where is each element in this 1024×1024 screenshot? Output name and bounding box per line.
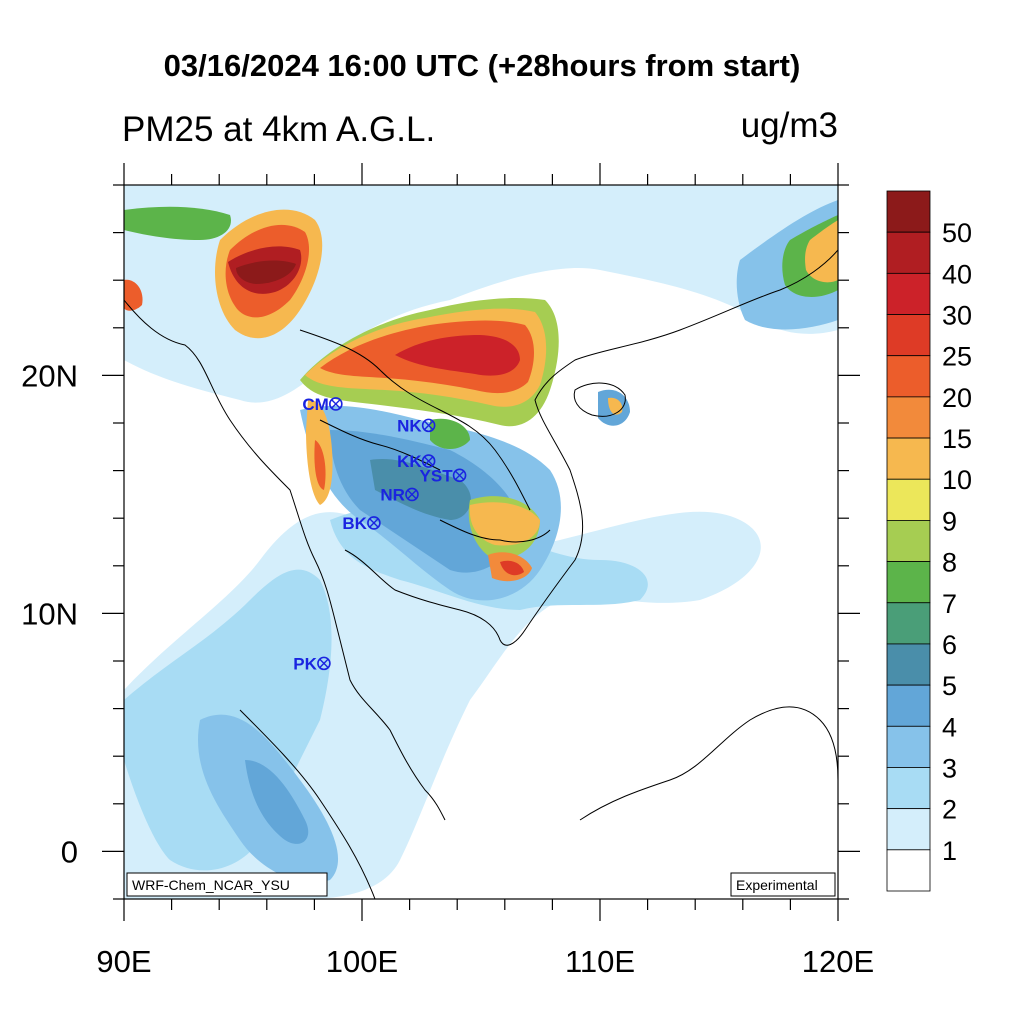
colorbar-label: 5 (942, 671, 957, 701)
station-label: PK (293, 654, 317, 673)
colorbar-label: 2 (942, 795, 957, 825)
colorbar-label: 20 (942, 383, 972, 413)
latitude-label: 10N (21, 596, 78, 631)
colorbar-swatch (887, 644, 930, 685)
colorbar-label: 7 (942, 589, 957, 619)
colorbar-label: 40 (942, 259, 972, 289)
colorbar-swatch (887, 191, 930, 232)
station-label: BK (342, 514, 367, 533)
colorbar-swatch (887, 603, 930, 644)
experimental-box: Experimental (731, 873, 835, 896)
pm25-field (124, 185, 838, 899)
colorbar-label: 8 (942, 548, 957, 578)
colorbar-swatch (887, 850, 930, 891)
colorbar-label: 15 (942, 424, 972, 454)
colorbar-swatch (887, 315, 930, 356)
colorbar-swatch (887, 767, 930, 808)
latitude-label: 20N (21, 358, 78, 393)
colorbar-swatch (887, 397, 930, 438)
colorbar-swatch (887, 562, 930, 603)
colorbar-swatch (887, 726, 930, 767)
colorbar-label: 4 (942, 712, 957, 742)
credit-box: WRF-Chem_NCAR_YSU (127, 873, 327, 896)
longitude-label: 110E (565, 944, 635, 979)
latitude-label: 0 (61, 834, 78, 869)
colorbar-swatch (887, 479, 930, 520)
experimental-label: Experimental (736, 877, 818, 893)
colorbar-label: 50 (942, 218, 972, 248)
colorbar-swatch (887, 232, 930, 273)
colorbar-label: 30 (942, 301, 972, 331)
colorbar-label: 3 (942, 753, 957, 783)
longitude-labels: 90E 100E 110E 120E (96, 944, 874, 979)
colorbar-swatch (887, 438, 930, 479)
station-label: NK (397, 416, 422, 435)
longitude-label: 100E (326, 944, 398, 979)
credit-label: WRF-Chem_NCAR_YSU (132, 877, 290, 893)
colorbar-label: 25 (942, 342, 972, 372)
latitude-labels: 20N 10N 0 (21, 358, 78, 869)
colorbar-label: 1 (942, 836, 957, 866)
colorbar-label: 10 (942, 465, 972, 495)
colorbar-label: 9 (942, 506, 957, 536)
longitude-label: 90E (96, 944, 151, 979)
longitude-label: 120E (802, 944, 874, 979)
station-label: YST (420, 466, 454, 485)
colorbar-swatch (887, 520, 930, 561)
colorbar-swatch (887, 356, 930, 397)
colorbar-swatch (887, 685, 930, 726)
colorbar-swatch (887, 273, 930, 314)
colorbar: 50 40 30 25 20 15 10 9 8 7 6 5 4 3 2 1 (887, 191, 972, 891)
colorbar-label: 6 (942, 630, 957, 660)
colorbar-swatch (887, 809, 930, 850)
station-label: CM (302, 395, 328, 414)
station-label: NR (380, 485, 405, 504)
